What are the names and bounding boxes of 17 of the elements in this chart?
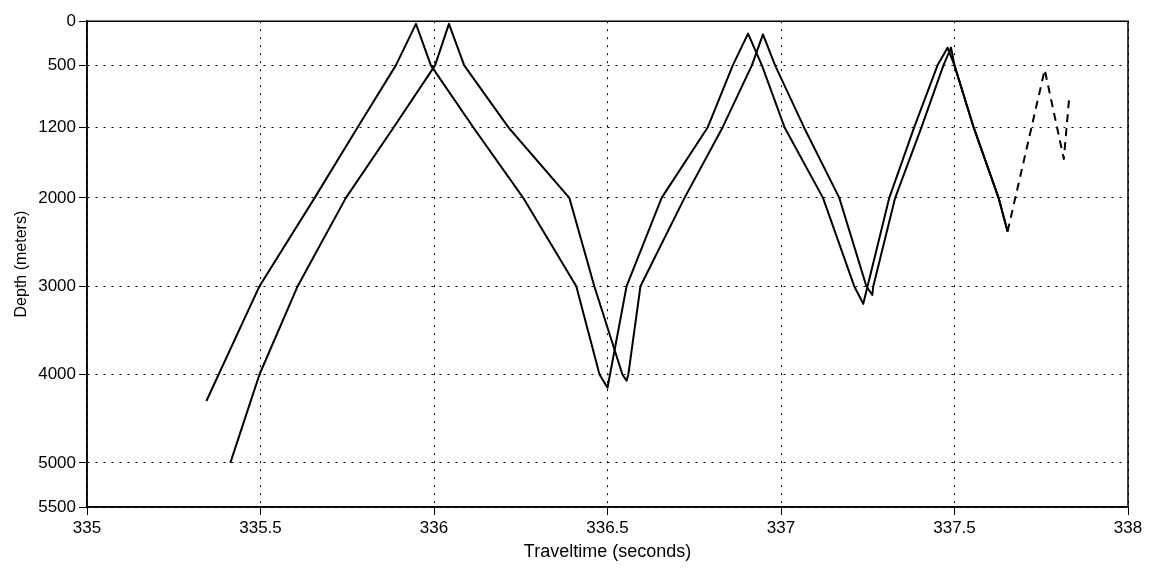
x-tick-label: 335.5 <box>239 517 282 537</box>
y-tick-label: 5000 <box>38 452 77 472</box>
y-tick-label: 5500 <box>38 496 77 516</box>
x-tick-label: 338 <box>1113 517 1143 537</box>
y-tick-label: 1200 <box>38 116 77 136</box>
y-tick-label: 500 <box>47 55 77 75</box>
y-axis-title: Depth (meters) <box>12 210 30 318</box>
x-tick-label: 336.5 <box>586 517 629 537</box>
y-tick-label: 4000 <box>38 364 77 384</box>
x-tick-label: 337 <box>766 517 796 537</box>
y-tick-label: 2000 <box>38 187 77 207</box>
y-tick-label: 0 <box>66 10 77 30</box>
y-tick-label: 3000 <box>38 275 77 295</box>
x-tick-label: 335 <box>72 517 102 537</box>
x-tick-label: 337.5 <box>933 517 976 537</box>
x-axis-title: Traveltime (seconds) <box>523 541 692 562</box>
x-tick-label: 336 <box>419 517 449 537</box>
